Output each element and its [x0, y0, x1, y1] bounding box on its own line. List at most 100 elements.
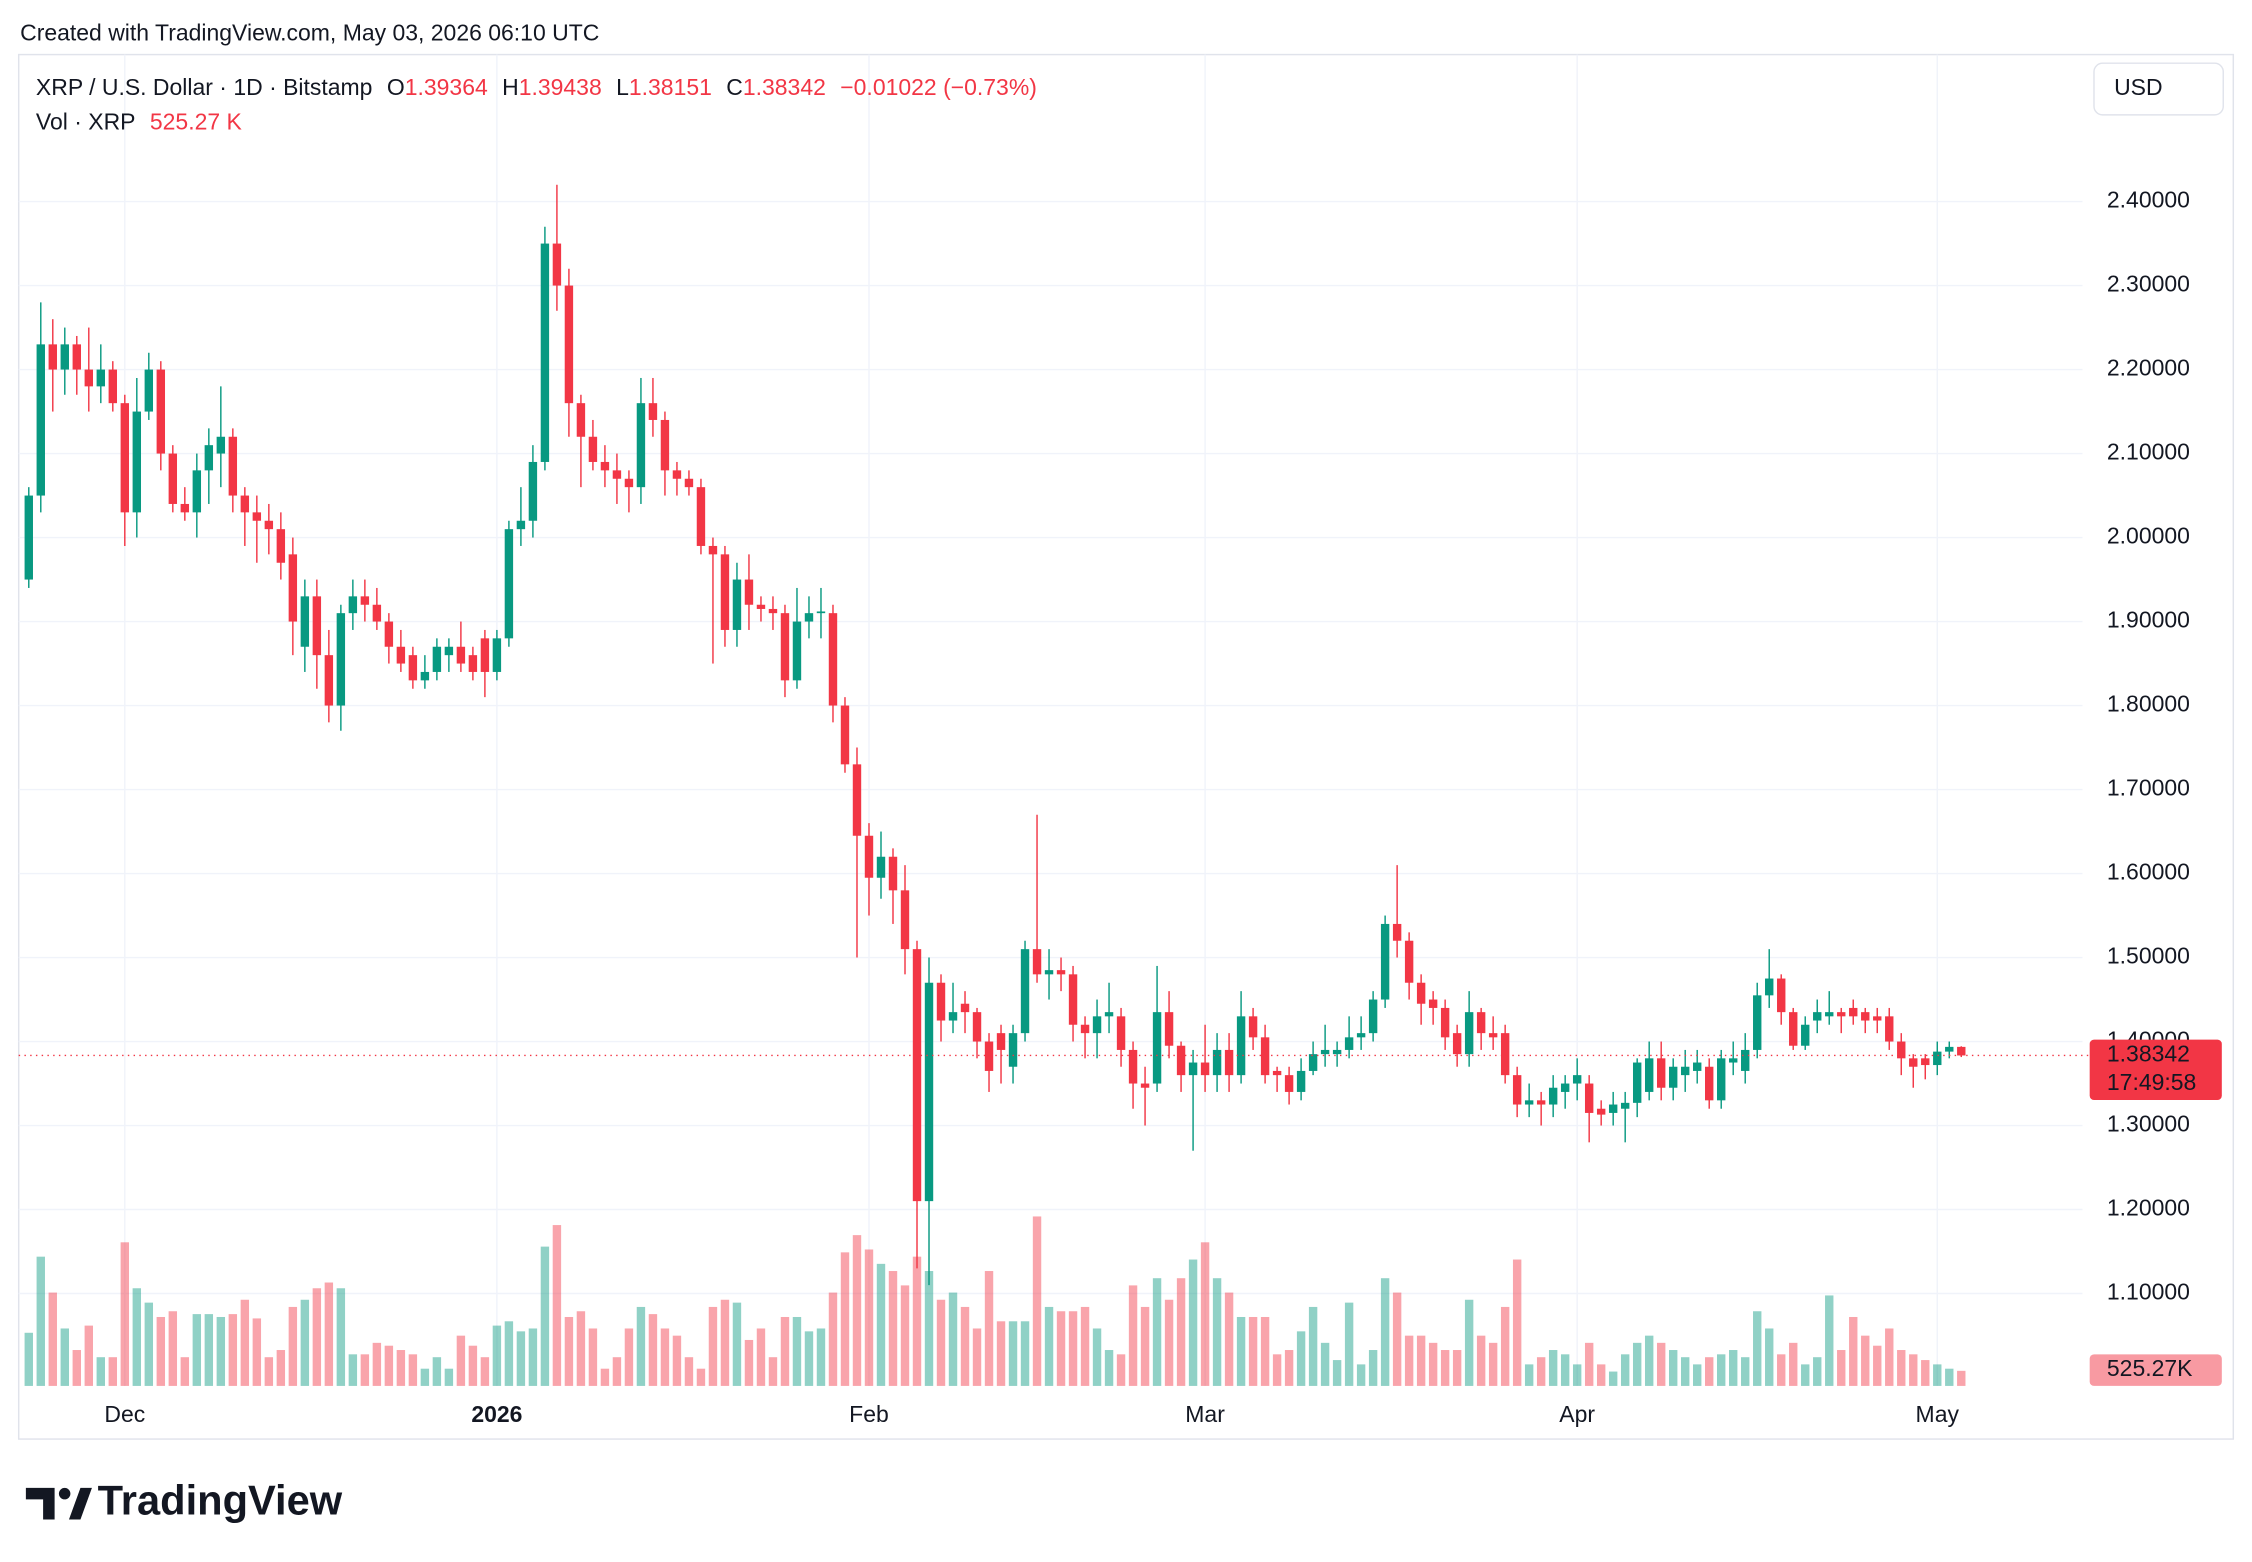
volume-bar: [780, 1316, 790, 1386]
volume-value: 525.27 K: [150, 109, 243, 135]
candle-body: [1897, 1041, 1906, 1059]
volume-bar: [1224, 1292, 1234, 1386]
volume-bar: [624, 1328, 634, 1386]
volume-bar: [1705, 1357, 1714, 1386]
candle-body: [1656, 1058, 1666, 1088]
candle-body: [972, 1012, 982, 1042]
candle-body: [1152, 1012, 1162, 1084]
logo: TradingView: [25, 1477, 343, 1524]
volume-bar: [876, 1263, 886, 1386]
candle-body: [372, 604, 382, 622]
candle-body: [684, 478, 694, 488]
candle-body: [216, 436, 226, 454]
candle-body: [696, 487, 706, 546]
currency-button[interactable]: [2093, 62, 2224, 116]
candle-body: [1608, 1104, 1618, 1113]
candle-body: [888, 856, 898, 891]
candle-body: [1272, 1070, 1282, 1076]
candle-body: [1849, 1007, 1858, 1017]
volume-bar: [1681, 1357, 1690, 1386]
candle-body: [1789, 1012, 1798, 1046]
volume-bar: [1260, 1316, 1270, 1386]
volume-bar: [36, 1256, 45, 1386]
legend-key: L: [616, 74, 629, 100]
volume-bar: [1104, 1350, 1114, 1386]
volume-bar: [1476, 1335, 1486, 1386]
volume-bar: [888, 1271, 898, 1386]
volume-bar: [1236, 1316, 1246, 1386]
volume-bar: [1717, 1354, 1726, 1386]
volume-bar: [384, 1345, 394, 1386]
volume-bar: [1933, 1364, 1942, 1386]
volume-bar: [1008, 1321, 1018, 1386]
volume-bar: [1753, 1311, 1762, 1386]
legend-key: H: [502, 74, 519, 100]
volume-bar: [1284, 1350, 1294, 1386]
volume-bar: [756, 1328, 766, 1386]
candle-body: [480, 638, 490, 672]
candle-body: [300, 596, 310, 647]
currency-label[interactable]: USD: [2114, 74, 2163, 100]
candle-body: [1404, 940, 1414, 983]
candle-body: [1332, 1049, 1342, 1055]
volume-bar: [180, 1357, 190, 1386]
candle-body: [1464, 1012, 1474, 1055]
candle-body: [1104, 1012, 1114, 1017]
volume-bar: [132, 1288, 142, 1386]
volume-bar: [1620, 1354, 1630, 1386]
legend-value: 1.39438: [519, 74, 602, 100]
candle-body: [1632, 1062, 1642, 1103]
candle-body: [1140, 1083, 1150, 1088]
candle-body: [1380, 923, 1390, 1000]
candle-body: [1344, 1037, 1354, 1050]
candle-body: [1681, 1066, 1690, 1076]
y-tick-label: 2.10000: [2107, 439, 2190, 465]
volume-bar: [1849, 1316, 1858, 1386]
volume-bar: [912, 1256, 922, 1386]
candle-body: [924, 982, 934, 1202]
volume-bar: [60, 1328, 69, 1386]
volume-bar: [516, 1331, 526, 1386]
volume-bar: [1560, 1354, 1570, 1386]
volume-bar: [1380, 1278, 1390, 1386]
volume-bar: [420, 1368, 430, 1386]
volume-bar: [1032, 1216, 1042, 1386]
volume-bar: [1488, 1342, 1498, 1386]
candle-body: [1741, 1049, 1750, 1071]
candle-body: [192, 470, 202, 513]
candle-body: [1536, 1100, 1546, 1105]
volume-bar: [192, 1314, 202, 1386]
volume-bar: [1200, 1242, 1210, 1386]
volume-bar: [1644, 1335, 1654, 1386]
candle-body: [1236, 1016, 1246, 1076]
candle-body: [1200, 1062, 1210, 1076]
volume-bar: [1164, 1299, 1174, 1386]
volume-bar: [1873, 1345, 1882, 1386]
volume-bar: [1416, 1335, 1426, 1386]
volume-bar: [936, 1299, 946, 1386]
candle-body: [564, 285, 574, 404]
legend-change: −0.01022 (−0.73%): [840, 74, 1037, 100]
volume-bar: [1332, 1360, 1342, 1386]
volume-bar: [324, 1282, 334, 1386]
candle-body: [312, 596, 322, 656]
candle-body: [1572, 1075, 1582, 1084]
legend-value: 1.38151: [629, 74, 712, 100]
candle-body: [48, 344, 57, 370]
candle-body: [1320, 1049, 1330, 1055]
last-price-label: 1.38342: [2107, 1041, 2190, 1067]
y-tick-label: 1.20000: [2107, 1195, 2190, 1221]
volume-bar: [672, 1335, 682, 1386]
candle-body: [36, 344, 45, 496]
candle-body: [552, 243, 562, 286]
volume-bar: [1668, 1350, 1678, 1386]
candle-body: [60, 344, 69, 370]
candle-body: [432, 646, 442, 672]
candle-body: [816, 611, 826, 614]
candle-body: [1861, 1012, 1870, 1021]
candle-body: [144, 369, 154, 412]
volume-bar: [264, 1357, 274, 1386]
candle-body: [720, 554, 730, 630]
candle-body: [840, 705, 850, 765]
